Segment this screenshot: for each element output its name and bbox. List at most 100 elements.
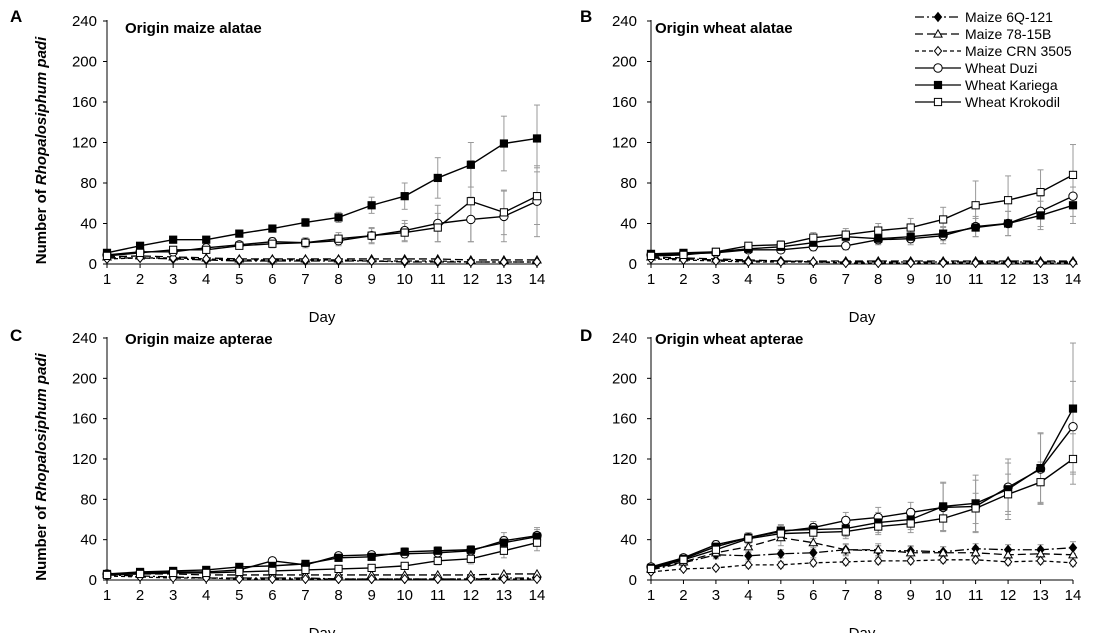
series-line [650,257,1073,263]
data-point [711,255,721,267]
panel-title: Origin wheat apterae [655,331,803,348]
data-point [646,564,656,574]
data-point [874,234,883,243]
y-tick-label: 40 [80,216,97,233]
legend-marker [933,63,943,73]
data-point [532,256,542,268]
x-tick-label: 5 [777,271,785,288]
data-point [809,256,818,268]
data-point [776,529,785,538]
data-point [532,538,542,547]
x-axis-label: Day [309,625,336,633]
legend-marker [933,11,943,23]
data-point [808,537,819,547]
series-line [650,408,1074,569]
x-tick-label: 11 [430,271,446,288]
data-point [334,213,343,222]
data-point [874,522,883,531]
x-tick-label: 8 [334,271,342,288]
data-point [367,255,376,267]
y-tick-label: 40 [620,532,637,549]
x-tick-label: 12 [463,271,480,288]
data-point [873,544,884,554]
series-line [650,204,1074,255]
y-tick-label: 120 [72,451,97,468]
panel-title: Origin wheat alatae [655,20,793,37]
x-tick-label: 9 [907,587,915,604]
x-axis-label: Day [309,309,336,326]
x-tick-label: 7 [842,587,850,604]
x-tick-label: 14 [1065,587,1082,604]
data-point [840,544,851,554]
series-line [106,137,538,254]
series-line [650,547,1074,571]
data-point [334,254,343,266]
data-point [367,573,376,585]
data-point [711,562,721,574]
data-point [235,241,244,250]
x-tick-label: 10 [396,587,413,604]
data-point [776,256,786,268]
data-point [466,256,476,268]
series-line [650,426,1074,568]
data-point [1003,219,1013,228]
y-tick-label: 240 [612,13,637,30]
data-point [711,545,721,554]
x-axis-label: Day [849,309,876,326]
data-point [268,566,277,576]
series-line [650,258,1073,264]
series-line [106,535,538,575]
data-point [367,563,376,572]
data-point [433,255,443,267]
data-point [971,223,980,232]
data-point [938,257,948,269]
x-tick-label: 1 [647,587,655,604]
panel-label: C [10,326,22,345]
x-tick-label: 11 [968,587,984,604]
x-tick-label: 9 [367,271,375,288]
y-tick-label: 240 [612,330,637,347]
x-tick-label: 1 [103,271,111,288]
y-tick-label: 80 [80,175,97,192]
legend-marker [933,28,943,38]
data-point [202,235,211,244]
data-point [201,253,211,265]
panel-label: A [10,7,22,26]
data-point [532,134,542,143]
series-line [650,256,1073,262]
data-point [679,250,688,259]
legend-label: Maize CRN 3505 [965,43,1072,59]
data-point [433,173,442,183]
data-point [301,573,310,585]
data-point [1036,211,1045,220]
data-point [809,547,818,558]
x-tick-label: 8 [334,587,342,604]
data-point [841,230,850,239]
data-point [906,257,915,269]
x-tick-label: 6 [268,587,276,604]
data-point [433,556,442,565]
x-tick-label: 3 [712,271,720,288]
data-point [744,559,753,571]
y-tick-label: 200 [72,54,97,71]
data-point [906,519,915,528]
data-point [939,215,948,224]
x-tick-label: 9 [907,271,915,288]
data-point [499,546,509,555]
data-point [400,255,409,267]
data-point [400,192,409,201]
x-tick-label: 7 [301,587,309,604]
x-tick-label: 3 [169,271,177,288]
data-point [744,256,753,268]
data-point [841,515,851,526]
data-point [532,573,542,585]
data-point [235,573,244,585]
legend-label: Maize 78-15B [965,26,1051,42]
legend-label: Wheat Kariega [965,77,1058,93]
data-point [1036,463,1045,473]
data-point [499,573,509,585]
